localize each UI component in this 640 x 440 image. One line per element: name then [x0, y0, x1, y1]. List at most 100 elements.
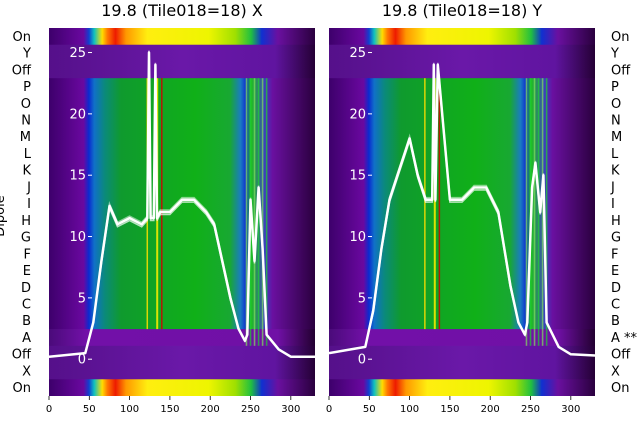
heatmap-row-20 [49, 345, 315, 364]
heatmap-row-2 [329, 44, 595, 62]
row-label: B [611, 314, 620, 329]
overlay-y-tick-label: 25 [349, 46, 366, 61]
x-tick-label: 300 [561, 404, 580, 415]
hot-column-3 [161, 78, 163, 330]
row-label: On [611, 381, 629, 396]
row-label: F [611, 247, 618, 262]
row-label: Off [611, 63, 631, 78]
overlay-y-tick-label: 25 [69, 46, 86, 61]
row-label: B [22, 314, 31, 329]
heatmap-row-12 [49, 212, 315, 230]
row-label: N [611, 114, 621, 129]
heatmap-row-13 [49, 228, 315, 246]
heatmap-row-21 [329, 362, 595, 380]
row-label: M [611, 130, 622, 145]
heatmap-row-5 [49, 94, 315, 113]
overlay-line-trace [329, 67, 595, 357]
x-tick-label: 150 [440, 404, 459, 415]
heatmap-row-9 [329, 161, 595, 180]
heatmap-row-14 [49, 245, 315, 263]
heatmap-row-14 [329, 245, 595, 263]
heatmap-row-8 [329, 145, 595, 163]
row-label: I [27, 197, 31, 212]
stripe-column-1 [525, 78, 528, 346]
heatmap-row-8 [49, 145, 315, 163]
x-tick-label: 0 [326, 404, 332, 415]
stripe-column-4 [537, 78, 540, 346]
x-tick-label: 200 [481, 404, 500, 415]
overlay-y-tick-label: 20 [69, 107, 86, 122]
heatmap-row-1 [329, 28, 595, 46]
heatmap-row-12 [329, 212, 595, 230]
row-label: A [22, 331, 31, 346]
stripe-column-6 [545, 78, 548, 346]
row-label: J [610, 180, 615, 195]
row-label: D [611, 281, 621, 296]
row-label: K [22, 164, 31, 179]
heatmap-row-22 [329, 379, 595, 396]
heatmap-row-21 [49, 362, 315, 380]
stripe-column-1 [245, 78, 248, 346]
x-tick-label: 250 [521, 404, 540, 415]
row-label: C [22, 298, 31, 313]
row-label: Y [610, 47, 619, 62]
heatmap-row-16 [49, 278, 315, 297]
heatmap-row-13 [329, 228, 595, 246]
x-tick-label: 50 [83, 404, 96, 415]
overlay-y-tick-label: 5 [78, 291, 86, 306]
heatmap-row-6 [329, 111, 595, 129]
overlay-y-tick-label: 0 [78, 353, 86, 368]
row-label: On [13, 381, 31, 396]
x-tick-label: 50 [363, 404, 376, 415]
heatmap-row-18 [49, 312, 315, 330]
row-label: E [23, 264, 31, 279]
row-label: O [21, 97, 31, 112]
heatmap-row-3 [49, 61, 315, 79]
stripe-column-6 [265, 78, 268, 346]
row-label: P [611, 80, 619, 95]
chart-title-left: 19.8 (Tile018=18) X [101, 1, 263, 20]
x-tick-label: 100 [120, 404, 139, 415]
row-label: I [611, 197, 615, 212]
overlay-y-tick-label: 20 [349, 107, 366, 122]
row-label: Off [12, 348, 32, 363]
overlay-y-tick-label: 5 [358, 291, 366, 306]
stripe-column-5 [261, 78, 264, 346]
hot-column-2 [424, 78, 426, 330]
heatmap-row-1 [49, 28, 315, 46]
heatmap-row-7 [49, 128, 315, 146]
x-tick-label: 300 [281, 404, 300, 415]
overlay-y-tick-label: 10 [349, 230, 366, 245]
row-label: L [24, 147, 32, 162]
stripe-column-3 [533, 78, 536, 346]
heatmap-row-16 [329, 278, 595, 297]
heatmap-row-11 [329, 195, 595, 213]
overlay-y-tick-label: 15 [69, 169, 86, 184]
row-label: N [21, 114, 31, 129]
x-tick-label: 0 [46, 404, 52, 415]
row-label: X [22, 364, 31, 379]
heatmap-row-11 [49, 195, 315, 213]
overlay-series [329, 62, 595, 357]
heatmap-row-2 [49, 44, 315, 62]
x-tick-label: 100 [400, 404, 419, 415]
overlay-y-tick-label: 0 [358, 353, 366, 368]
hot-column-1 [433, 78, 436, 330]
row-label: Off [12, 63, 32, 78]
row-label: E [611, 264, 619, 279]
row-label: O [611, 97, 621, 112]
row-label: M [20, 130, 31, 145]
row-label: H [611, 214, 621, 229]
heatmap-row-22 [49, 379, 315, 396]
y-axis-label: Dipole [0, 195, 8, 236]
row-label: G [611, 231, 621, 246]
heatmap-row-15 [49, 262, 315, 280]
row-label: C [611, 298, 620, 313]
heatmap-row-19 [329, 329, 595, 347]
heatmap-row-9 [49, 161, 315, 180]
row-label: P [23, 80, 31, 95]
overlay-y-tick-label: 15 [349, 169, 366, 184]
heatmap-row-5 [329, 94, 595, 113]
row-label: Off [611, 348, 631, 363]
